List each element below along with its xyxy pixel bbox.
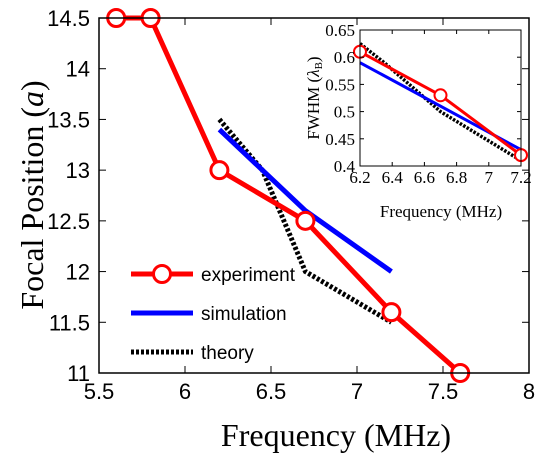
- inset-y-tick-label: 0.45: [325, 130, 355, 149]
- main-y-tick-label: 12: [66, 260, 90, 285]
- inset-x-tick-label: 6.2: [349, 168, 370, 187]
- legend-theory-label: theory: [201, 343, 254, 364]
- main-x-tick-label: 7: [351, 379, 363, 404]
- main-x-axis-label: Frequency (MHz): [221, 417, 451, 453]
- main-legend: experiment simulation theory: [131, 264, 296, 364]
- inset-y-tick-label: 0.5: [334, 103, 355, 122]
- inset-ticks: 6.2 6.4 6.6 6.8 7 7.2 0.4 0.45 0.5 0.55 0.6 0.65: [325, 21, 531, 187]
- inset-plot-frame: [359, 29, 522, 167]
- inset-series-layer: [353, 42, 528, 163]
- main-x-tick-label: 7.5: [428, 379, 459, 404]
- inset-x-axis-label: Frequency (MHz): [380, 202, 502, 221]
- main-y-tick-label: 11: [67, 361, 90, 386]
- inset-y-tick-label: 0.65: [325, 21, 355, 40]
- main-x-tick-label: 8: [523, 379, 535, 404]
- main-x-tick-label: 5.5: [84, 379, 115, 404]
- inset-y-tick-label: 0.4: [334, 157, 356, 176]
- main-y-tick-label: 12.5: [47, 209, 90, 234]
- main-series-0-point: [381, 302, 402, 323]
- inset-x-tick-label: 6.8: [446, 168, 467, 187]
- inset-x-tick-label: 7.2: [510, 168, 531, 187]
- main-series-1-line: [217, 127, 393, 274]
- main-y-tick-label: 11.5: [49, 310, 90, 335]
- main-x-tick-label: 6.5: [256, 379, 287, 404]
- inset-x-tick-label: 6.4: [382, 168, 404, 187]
- main-y-axis-label: Focal Position (a): [14, 80, 50, 309]
- main-y-tick-label: 13: [66, 158, 90, 183]
- legend-simulation-label: simulation: [201, 304, 287, 325]
- inset-x-tick-label: 7: [485, 168, 494, 187]
- main-chart: 5.5 6 6.5 7 7.5 8 11 11.5 12 12.5 13 13.5 14 14.5 exp…: [14, 6, 535, 453]
- main-plot-frame: [98, 17, 530, 374]
- legend-experiment-marker: [152, 264, 172, 284]
- main-y-tick-label: 13.5: [47, 107, 90, 132]
- main-series-0-point: [295, 210, 316, 231]
- inset-y-tick-label: 0.6: [334, 48, 355, 67]
- inset-chart: 6.2 6.4 6.6 6.8 7 7.2 0.4 0.45 0.5 0.55 0.6 0.65 Fr…: [304, 21, 532, 221]
- inset-y-axis-label: FWHM (λB): [304, 56, 325, 139]
- main-x-tick-label: 6: [179, 379, 191, 404]
- main-y-tick-label: 14.5: [47, 6, 90, 31]
- inset-y-tick-label: 0.55: [325, 75, 355, 94]
- legend-experiment-label: experiment: [201, 265, 296, 286]
- inset-series-2-line: [358, 42, 522, 163]
- main-series-2-line: [217, 117, 393, 325]
- main-y-tick-label: 14: [66, 57, 90, 82]
- main-ticks: 5.5 6 6.5 7 7.5 8 11 11.5 12 12.5 13 13.5 14 14.5: [47, 6, 535, 404]
- inset-x-tick-label: 6.6: [414, 168, 435, 187]
- main-series-0-point: [209, 160, 230, 181]
- inset-series-0-point: [433, 88, 448, 103]
